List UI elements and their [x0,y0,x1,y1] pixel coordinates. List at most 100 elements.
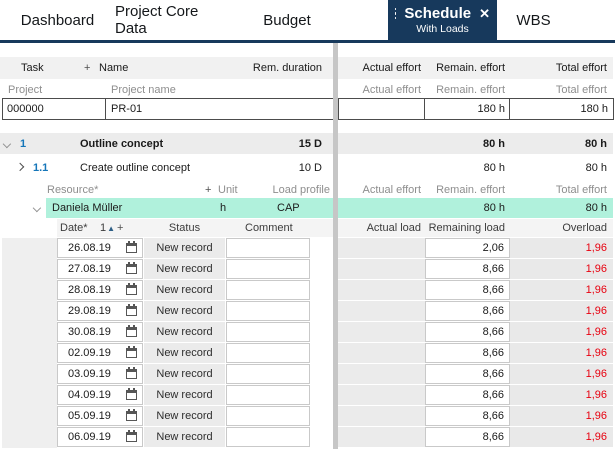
expand-icon[interactable] [15,162,24,171]
load-row: 30.08.19 New record 8,66 1,96 [0,322,615,342]
calendar-icon[interactable] [126,346,137,358]
remaining-load-cell[interactable]: 8,66 [425,385,510,405]
date-cell[interactable]: 04.09.19 [57,385,143,405]
date-value: 03.09.19 [68,368,111,380]
actual-load-cell [338,406,425,426]
tab-budget[interactable]: Budget [229,0,345,40]
status-cell: New record [144,343,225,363]
comment-cell[interactable] [226,364,310,384]
calendar-icon[interactable] [126,241,137,253]
calendar-icon[interactable] [126,367,137,379]
tab-bar-accent-line [0,40,615,43]
status-cell: New record [144,301,225,321]
col-remain-effort: Remain. effort [436,184,505,196]
remaining-load-cell[interactable]: 8,66 [425,343,510,363]
comment-cell[interactable] [226,406,310,426]
tab-label: Schedule [404,5,472,22]
remaining-load-cell[interactable]: 8,66 [425,406,510,426]
actual-load-cell [338,427,425,447]
resource-total-effort: 80 h [585,202,607,214]
sort-asc-icon: ▲ [107,223,116,233]
date-cell[interactable]: 30.08.19 [57,322,143,342]
tab-project-core-data[interactable]: Project Core Data [115,0,229,40]
tab-bar: Dashboard Project Core Data Budget Sched… [0,0,615,40]
load-row: 26.08.19 New record 2,06 1,96 [0,238,615,258]
col-name: Name [99,62,129,74]
comment-cell[interactable] [226,385,310,405]
calendar-icon[interactable] [126,409,137,421]
remaining-load-cell[interactable]: 2,06 [425,238,510,258]
project-remain-effort-field[interactable]: 180 h [424,98,511,120]
add-column-button[interactable]: + [84,62,91,74]
calendar-icon[interactable] [126,430,137,442]
col-comment: Comment [245,222,293,234]
remaining-load-cell[interactable]: 8,66 [425,259,510,279]
col-actual-effort: Actual effort [362,184,422,196]
tab-wbs[interactable]: WBS [497,0,570,40]
resource-load-profile: CAP [277,202,300,214]
remaining-load-cell[interactable]: 8,66 [425,427,510,447]
tab-sublabel: With Loads [416,23,469,35]
remaining-load-cell[interactable]: 8,66 [425,322,510,342]
overload-cell: 1,96 [510,427,613,447]
comment-cell[interactable] [226,301,310,321]
comment-cell[interactable] [226,343,310,363]
comment-cell[interactable] [226,280,310,300]
load-row: 28.08.19 New record 8,66 1,96 [0,280,615,300]
date-value: 27.08.19 [68,263,111,275]
collapse-icon[interactable] [32,203,41,212]
date-cell[interactable]: 06.09.19 [57,427,143,447]
calendar-icon[interactable] [126,262,137,274]
calendar-icon[interactable] [126,283,137,295]
date-cell[interactable]: 27.08.19 [57,259,143,279]
sort-indicator[interactable]: 1 ▲ [100,222,116,234]
project-total-effort-field[interactable]: 180 h [509,98,614,120]
remaining-load-cell[interactable]: 8,66 [425,301,510,321]
date-cell[interactable]: 26.08.19 [57,238,143,258]
add-load-column-button[interactable]: + [117,222,124,234]
status-cell: New record [144,427,225,447]
load-row: 04.09.19 New record 8,66 1,96 [0,385,615,405]
tab-label: Project Core Data [115,3,199,37]
comment-cell[interactable] [226,427,310,447]
overload-cell: 1,96 [510,322,613,342]
comment-cell[interactable] [226,238,310,258]
status-cell: New record [144,238,225,258]
date-value: 29.08.19 [68,305,111,317]
calendar-icon[interactable] [126,388,137,400]
date-cell[interactable]: 28.08.19 [57,280,143,300]
comment-cell[interactable] [226,322,310,342]
col-actual-load: Actual load [366,222,421,234]
resource-header: Resource* + Unit Load profile Actual eff… [0,182,615,198]
pane-divider[interactable] [333,43,338,449]
date-cell[interactable]: 03.09.19 [57,364,143,384]
project-name-field[interactable]: PR-01 [105,98,338,120]
project-actual-effort-field[interactable] [338,98,425,120]
sub-actual-effort: Actual effort [362,83,422,96]
task-number: 1.1 [33,161,49,174]
date-cell[interactable]: 02.09.19 [57,343,143,363]
tab-schedule[interactable]: Schedule ✕ With Loads [388,0,497,40]
date-cell[interactable]: 29.08.19 [57,301,143,321]
date-value: 06.09.19 [68,431,111,443]
tab-label: WBS [516,11,551,29]
add-resource-column-button[interactable]: + [205,184,212,196]
remaining-load-cell[interactable]: 8,66 [425,280,510,300]
overload-cell: 1,96 [510,238,613,258]
resource-remain-effort: 80 h [483,202,505,214]
comment-cell[interactable] [226,259,310,279]
load-table-header: Date* 1 ▲ + Status Comment Actual load Re… [0,219,615,237]
remaining-load-cell[interactable]: 8,66 [425,364,510,384]
calendar-icon[interactable] [126,325,137,337]
tab-dashboard[interactable]: Dashboard [0,0,115,40]
col-remaining-load: Remaining load [428,222,505,234]
calendar-icon[interactable] [126,304,137,316]
col-actual-effort: Actual effort [362,62,422,74]
project-id-field[interactable]: 000000 [2,98,110,120]
date-cell[interactable]: 05.09.19 [57,406,143,426]
resource-row-selected[interactable]: Daniela Müller h CAP 80 h 80 h [0,198,615,218]
close-icon[interactable]: ✕ [479,6,490,21]
load-row: 05.09.19 New record 8,66 1,96 [0,406,615,426]
menu-icon[interactable] [395,7,397,20]
